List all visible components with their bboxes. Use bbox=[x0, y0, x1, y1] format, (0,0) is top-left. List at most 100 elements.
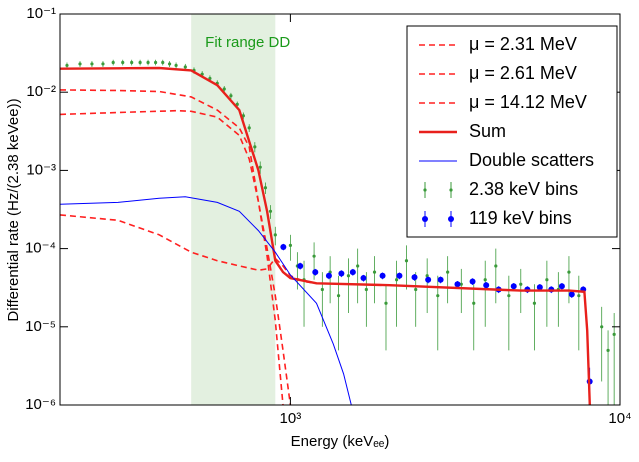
data-point bbox=[320, 287, 324, 292]
data-point bbox=[519, 282, 523, 286]
y-tick-label: 10⁻² bbox=[26, 83, 56, 100]
data-point bbox=[396, 272, 403, 279]
data-point bbox=[459, 282, 463, 286]
data-point bbox=[600, 325, 604, 329]
data-point bbox=[280, 243, 287, 250]
legend-label: μ = 2.31 MeV bbox=[469, 34, 577, 54]
axes: Fit range DD 10³ 10⁴ 10⁻⁶ 10⁻⁵ 10⁻⁴ 10⁻³ 10⁻² 10… bbox=[25, 5, 632, 427]
data-point bbox=[483, 278, 487, 282]
data-point bbox=[394, 278, 399, 282]
legend-label: Double scatters bbox=[469, 150, 594, 170]
data-point bbox=[414, 287, 418, 292]
data-point bbox=[153, 60, 158, 65]
data-point bbox=[146, 60, 150, 65]
data-point bbox=[161, 60, 165, 65]
data-point bbox=[222, 87, 226, 91]
legend-label: 2.38 keV bins bbox=[469, 179, 578, 199]
data-point bbox=[268, 209, 273, 213]
data-point bbox=[612, 332, 616, 336]
data-point bbox=[379, 272, 386, 279]
data-point bbox=[545, 278, 549, 282]
plot-frame bbox=[59, 13, 621, 406]
y-tick-label: 10⁻⁶ bbox=[25, 396, 56, 413]
data-point bbox=[567, 270, 571, 274]
legend-label: μ = 14.12 MeV bbox=[469, 92, 587, 112]
data-point bbox=[436, 294, 440, 298]
data-point bbox=[273, 233, 277, 237]
data-point bbox=[346, 274, 351, 278]
series-line bbox=[60, 109, 292, 405]
data-point bbox=[425, 276, 432, 283]
data-point bbox=[247, 126, 251, 130]
data-point bbox=[469, 278, 476, 285]
data-point bbox=[174, 63, 178, 68]
data-point bbox=[404, 259, 409, 263]
legend-label: 119 keV bins bbox=[469, 208, 572, 228]
data-point bbox=[90, 62, 94, 66]
data-point bbox=[111, 60, 115, 65]
data-point bbox=[558, 283, 565, 290]
legend-swatch bbox=[422, 216, 428, 222]
legend-label: μ = 2.61 MeV bbox=[469, 63, 577, 83]
y-tick-label: 10⁻³ bbox=[26, 161, 56, 178]
data-point bbox=[606, 348, 610, 352]
data-point bbox=[229, 94, 233, 98]
data-point bbox=[101, 62, 105, 66]
data-point bbox=[78, 62, 82, 66]
series-line bbox=[60, 89, 284, 405]
plot-area bbox=[60, 14, 616, 405]
data-point bbox=[325, 272, 332, 279]
legend-swatch bbox=[423, 188, 427, 192]
data-point bbox=[536, 284, 543, 291]
data-point bbox=[183, 65, 187, 69]
data-point bbox=[494, 264, 498, 268]
data-point bbox=[532, 301, 537, 305]
y-tick-label: 10⁻⁴ bbox=[25, 240, 56, 257]
data-point bbox=[263, 186, 268, 190]
data-point bbox=[446, 270, 450, 274]
series-line bbox=[60, 196, 352, 405]
data-point bbox=[454, 281, 461, 288]
data-point bbox=[483, 282, 490, 289]
span-label: Fit range DD bbox=[205, 34, 290, 51]
data-point bbox=[312, 269, 319, 276]
data-point bbox=[138, 60, 142, 65]
data-point bbox=[568, 291, 575, 298]
data-point bbox=[167, 62, 172, 66]
data-point bbox=[288, 243, 292, 247]
data-point bbox=[297, 262, 304, 269]
series-line bbox=[60, 66, 591, 405]
data-point bbox=[360, 275, 367, 282]
data-point bbox=[349, 269, 356, 276]
legend: μ = 2.31 MeV μ = 2.61 MeV μ = 14.12 MeV Sum… bbox=[406, 25, 618, 238]
data-point bbox=[364, 287, 368, 292]
data-point bbox=[384, 301, 388, 305]
legend-swatch bbox=[449, 188, 453, 192]
data-point bbox=[312, 254, 316, 258]
data-point bbox=[338, 270, 345, 277]
y-axis-label: Differential rate (Hz/(2.38 keVee)) bbox=[5, 98, 22, 321]
data-point bbox=[336, 294, 341, 298]
fit-range-span bbox=[191, 14, 276, 405]
data-point bbox=[258, 165, 262, 169]
data-point bbox=[130, 60, 134, 65]
data-point bbox=[577, 294, 581, 298]
data-point bbox=[253, 145, 257, 149]
data-point bbox=[65, 63, 69, 68]
x-axis-label: Energy (keVₑₑ) bbox=[291, 433, 390, 450]
y-tick-label: 10⁻¹ bbox=[26, 5, 56, 22]
x-tick-label: 10³ bbox=[280, 410, 302, 427]
data-point bbox=[507, 294, 511, 298]
data-point bbox=[121, 60, 125, 65]
data-point bbox=[437, 276, 444, 283]
data-point bbox=[472, 301, 476, 305]
legend-swatch bbox=[448, 216, 454, 222]
legend-label: Sum bbox=[469, 121, 506, 141]
data-point bbox=[356, 264, 360, 268]
x-tick-label: 10⁴ bbox=[608, 410, 631, 427]
data-point bbox=[510, 283, 517, 290]
y-tick-label: 10⁻⁵ bbox=[25, 318, 56, 335]
data-point bbox=[372, 270, 377, 274]
data-point bbox=[411, 274, 418, 281]
